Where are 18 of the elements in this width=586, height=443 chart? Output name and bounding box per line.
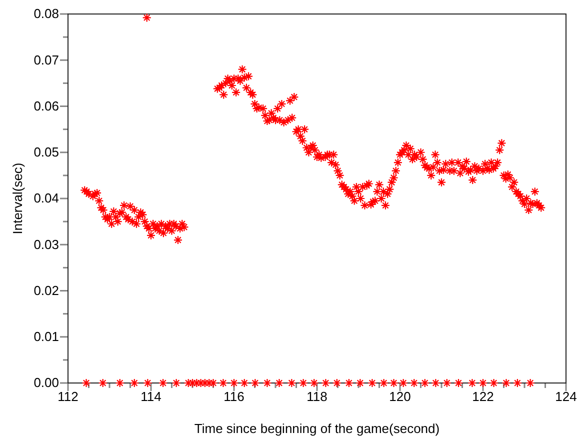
- x-tick-label: 122: [472, 389, 494, 404]
- y-tick-label: 0.06: [34, 98, 59, 114]
- x-tick-label: 112: [58, 389, 78, 404]
- x-tick-label: 120: [389, 389, 411, 404]
- y-tick-label: 0.03: [34, 236, 59, 252]
- y-tick-label: 0.00: [34, 375, 59, 390]
- x-tick-label: 118: [306, 389, 328, 404]
- y-tick-label: 0.05: [34, 144, 59, 160]
- y-tick-label: 0.04: [34, 190, 59, 206]
- x-axis-title: Time since beginning of the game(second): [194, 421, 440, 436]
- x-tick-label: 116: [224, 389, 244, 404]
- x-tick-label: 124: [555, 389, 577, 404]
- y-tick-label: 0.07: [34, 52, 59, 68]
- y-tick-label: 0.02: [34, 282, 59, 298]
- y-axis-title: Interval(sec): [10, 162, 25, 234]
- y-tick-label: 0.08: [34, 6, 59, 22]
- y-tick-label: 0.01: [34, 329, 59, 344]
- x-tick-label: 114: [140, 389, 162, 404]
